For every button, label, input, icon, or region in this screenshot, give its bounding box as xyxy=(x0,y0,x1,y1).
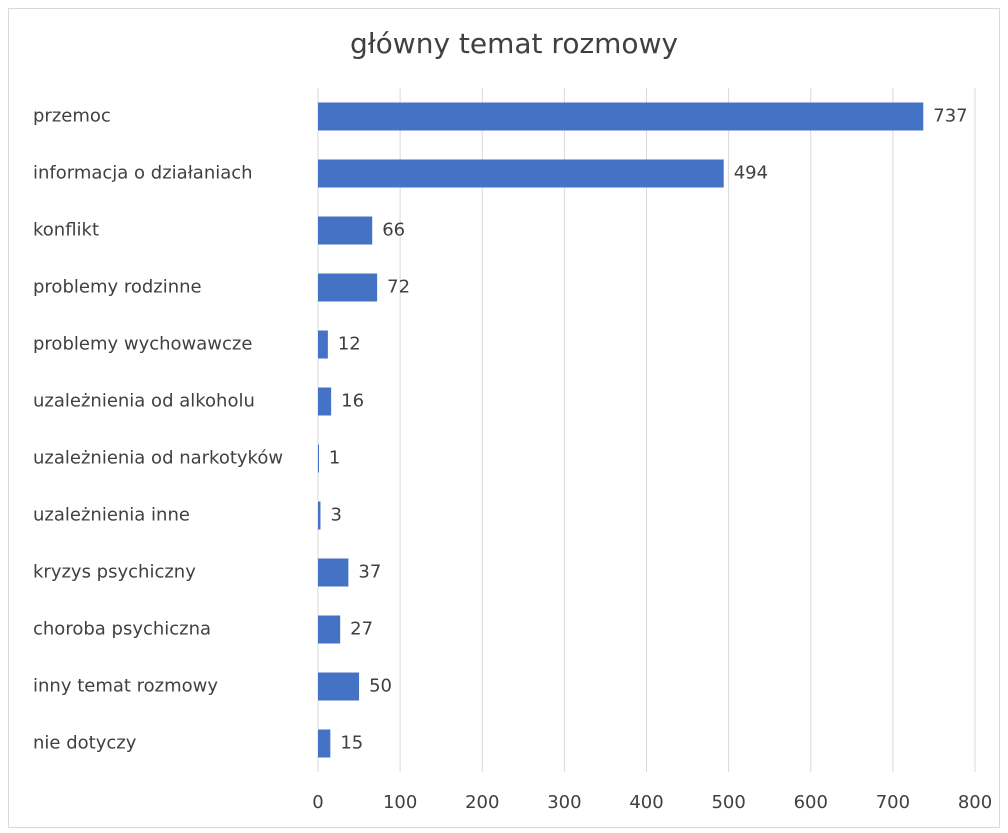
bar xyxy=(318,273,378,302)
bar xyxy=(318,216,373,245)
bar xyxy=(318,615,341,644)
y-tick-label: uzależnienia od alkoholu xyxy=(33,391,255,412)
y-tick-label: kryzys psychiczny xyxy=(33,562,196,583)
x-tick-label: 800 xyxy=(958,792,992,813)
bar xyxy=(318,501,321,530)
y-tick-label: inny temat rozmowy xyxy=(33,676,218,697)
x-tick-label: 600 xyxy=(794,792,828,813)
value-label: 12 xyxy=(338,334,361,355)
value-label: 3 xyxy=(330,505,341,526)
bar xyxy=(318,672,360,701)
y-tick-label: nie dotyczy xyxy=(33,733,137,754)
y-tick-label: informacja o działaniach xyxy=(33,163,253,184)
chart-border xyxy=(8,8,1000,828)
bar xyxy=(318,558,349,587)
y-tick-label: problemy rodzinne xyxy=(33,277,202,298)
chart-title: główny temat rozmowy xyxy=(350,27,678,60)
y-tick-label: uzależnienia inne xyxy=(33,505,190,526)
value-label: 72 xyxy=(387,277,410,298)
x-tick-label: 100 xyxy=(383,792,417,813)
value-label: 737 xyxy=(933,106,967,127)
bar xyxy=(318,159,724,188)
x-tick-label: 300 xyxy=(547,792,581,813)
value-label: 16 xyxy=(341,391,364,412)
x-tick-label: 500 xyxy=(711,792,745,813)
value-label: 66 xyxy=(382,220,405,241)
y-tick-label: uzależnienia od narkotyków xyxy=(33,448,283,469)
y-tick-label: choroba psychiczna xyxy=(33,619,211,640)
x-tick-label: 700 xyxy=(876,792,910,813)
bar xyxy=(318,102,924,131)
x-tick-label: 0 xyxy=(312,792,323,813)
value-label: 27 xyxy=(350,619,373,640)
value-label: 1 xyxy=(329,448,340,469)
value-label: 50 xyxy=(369,676,392,697)
bar xyxy=(318,387,332,416)
value-label: 37 xyxy=(358,562,381,583)
y-tick-label: problemy wychowawcze xyxy=(33,334,252,355)
x-tick-label: 400 xyxy=(629,792,663,813)
y-tick-label: przemoc xyxy=(33,106,111,127)
bar xyxy=(318,729,331,758)
value-label: 15 xyxy=(340,733,363,754)
bar xyxy=(318,330,328,359)
y-tick-label: konflikt xyxy=(33,220,99,241)
x-tick-label: 200 xyxy=(465,792,499,813)
value-label: 494 xyxy=(734,163,768,184)
bar xyxy=(318,444,319,473)
